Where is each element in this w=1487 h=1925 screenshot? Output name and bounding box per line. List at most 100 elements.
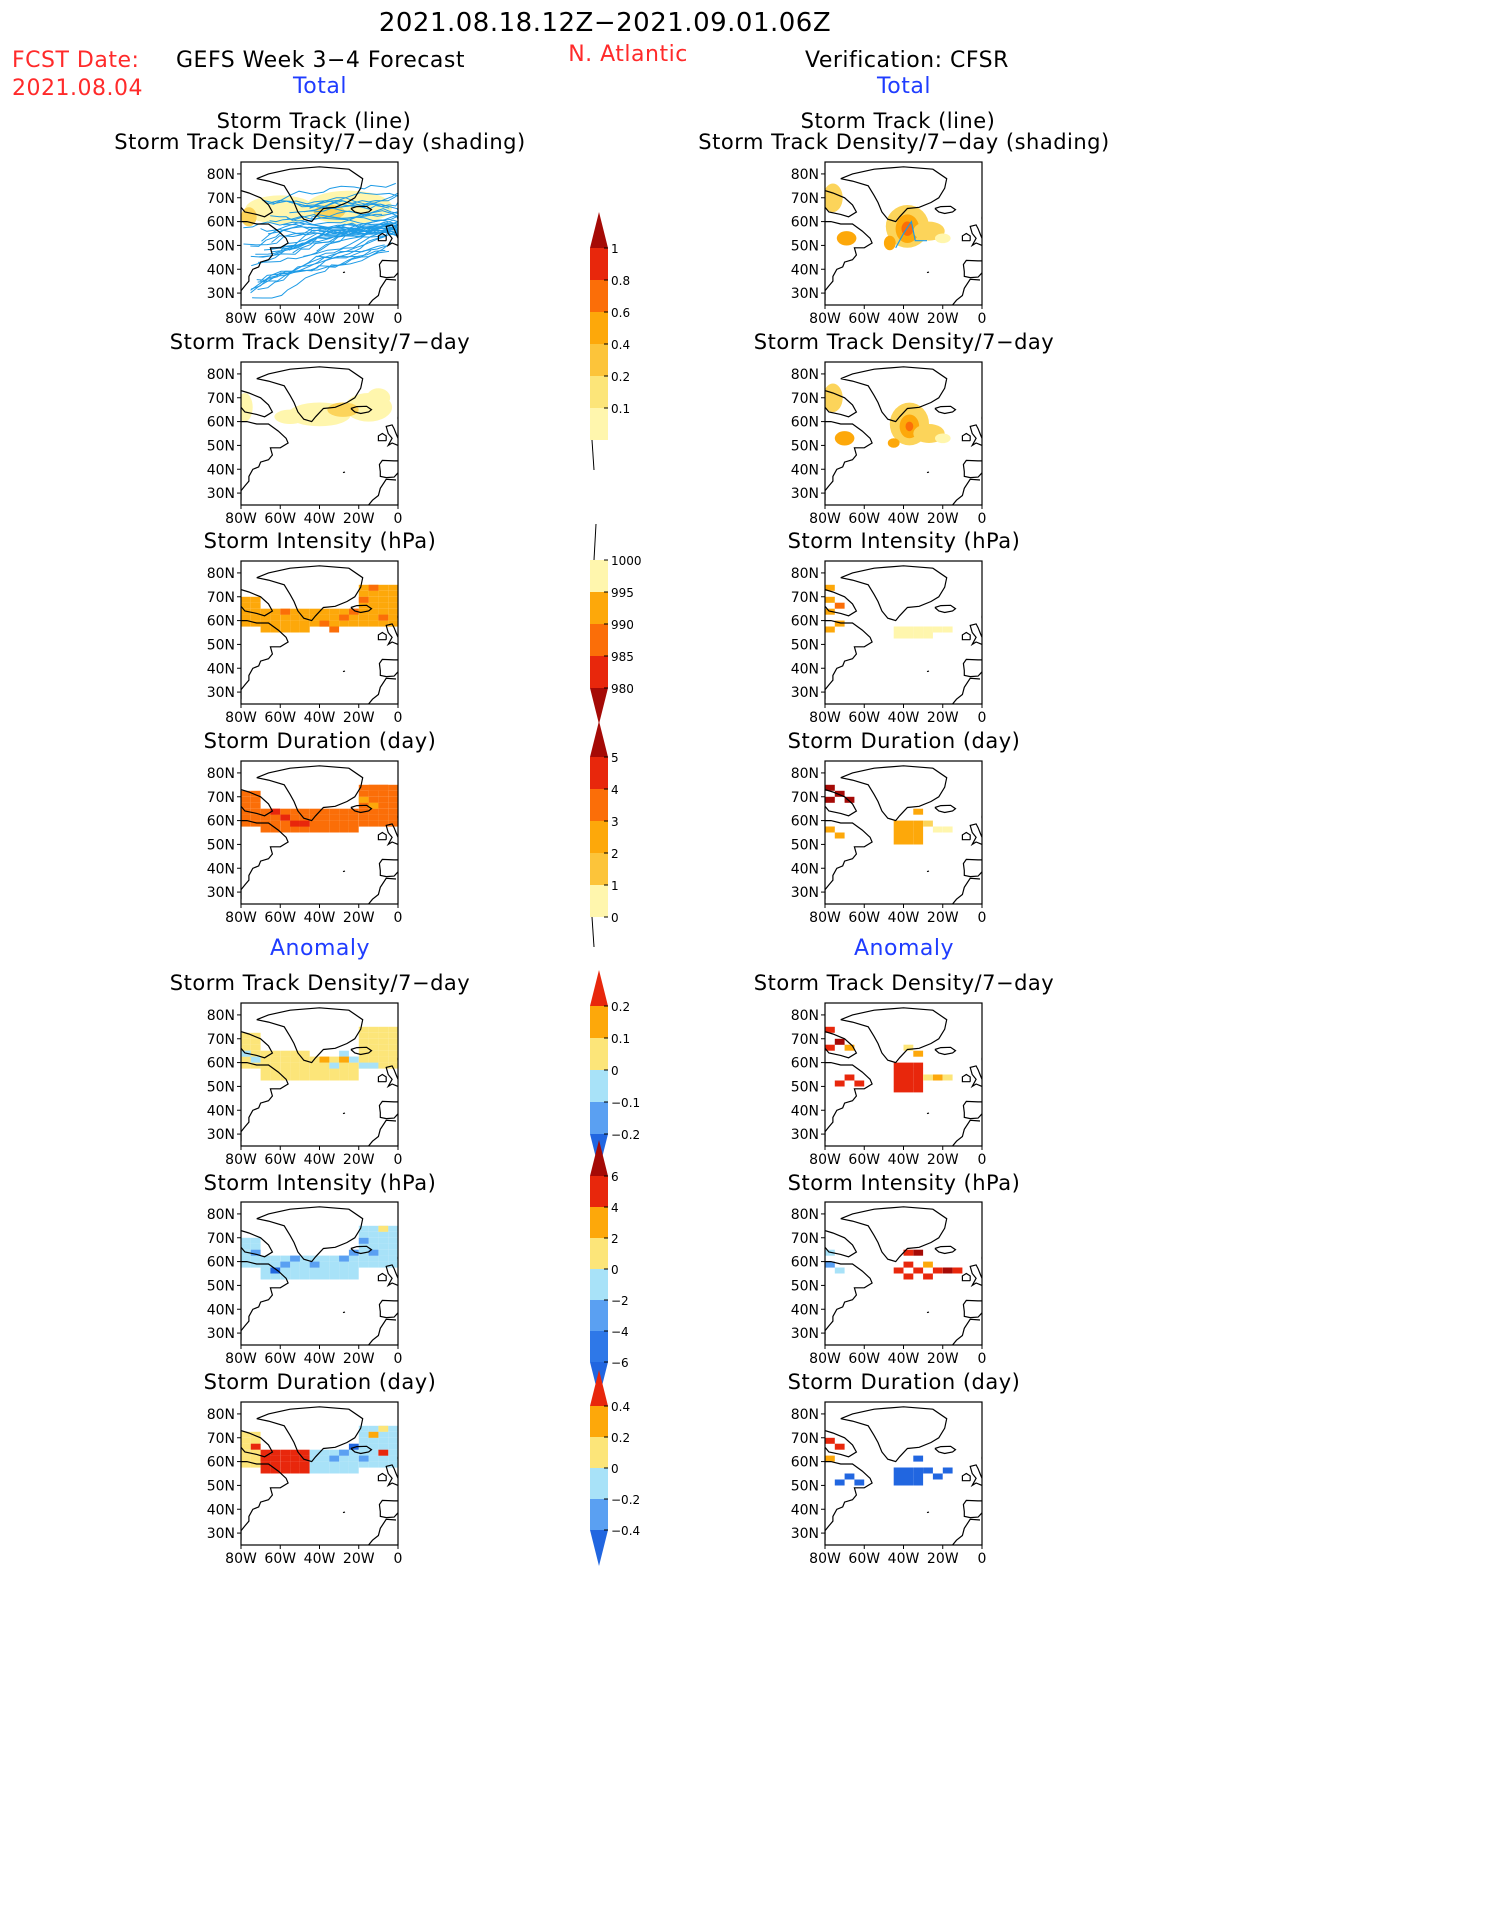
cfsr-density-anom-map-cell bbox=[893, 1086, 904, 1093]
gefs-intensity-anom-map-cell bbox=[378, 1243, 389, 1250]
gefs-duration-map-cell bbox=[299, 814, 310, 821]
cfsr-duration-anom-map-cell bbox=[903, 1467, 914, 1474]
gefs-duration-map-cell bbox=[241, 802, 251, 809]
intensity-anom-colorbar-label: −4 bbox=[611, 1325, 629, 1339]
gefs-density-anom-map-coastline-labrador bbox=[241, 1061, 289, 1142]
gefs-intensity-map-cell bbox=[368, 590, 379, 597]
gefs-intensity-anom-map-cell bbox=[378, 1249, 389, 1256]
gefs-intensity-anom-map-cell bbox=[290, 1255, 300, 1262]
gefs-intensity-map-coastline-azores bbox=[342, 670, 346, 673]
cfsr-density-anom-map-coastline-baffin bbox=[825, 1031, 858, 1059]
gefs-density-anom-map-coastline-iceland bbox=[350, 1046, 373, 1056]
gefs-intensity-map-cell bbox=[368, 608, 379, 615]
gefs-intensity-anom-map-cell bbox=[368, 1255, 379, 1262]
gefs-duration-anom-map-cell bbox=[270, 1467, 281, 1474]
gefs-density-anom-map-coastline-africa bbox=[367, 1119, 397, 1146]
right-section-total: Total bbox=[877, 74, 931, 99]
cfsr-duration-map-cell bbox=[913, 820, 924, 827]
density-anom-colorbar-band bbox=[590, 1070, 608, 1102]
density-anom-colorbar-label: −0.2 bbox=[611, 1128, 640, 1142]
gefs-density-anom-map-lat-label: 80N bbox=[207, 1008, 235, 1024]
duration-anom-colorbar-top-triangle bbox=[590, 1370, 608, 1406]
gefs-duration-anom-map-cell bbox=[280, 1455, 291, 1462]
gefs-intensity-anom-map-lat-label: 30N bbox=[207, 1326, 235, 1342]
cfsr-duration-map-cell bbox=[893, 832, 904, 839]
cfsr-duration-map-cell bbox=[903, 832, 914, 839]
gefs-intensity-anom-map-cell bbox=[368, 1231, 379, 1238]
cfsr-duration-anom-map-coastline-labrador bbox=[825, 1460, 873, 1541]
cfsr-track-map-coastline-europe bbox=[969, 224, 982, 248]
density-colorbar-label: 0.8 bbox=[611, 274, 630, 288]
gefs-duration-anom-map-lon-label: 60W bbox=[264, 1551, 296, 1567]
gefs-density-anom-map-cell bbox=[358, 1038, 369, 1045]
cfsr-density-map-blob bbox=[887, 438, 900, 448]
duration-anom-colorbar-band bbox=[590, 1437, 608, 1468]
gefs-density-map-lon-label: 40W bbox=[304, 511, 336, 527]
cfsr-duration-anom-map-lon-label: 0 bbox=[978, 1551, 987, 1567]
gefs-density-map-coastline-greenland bbox=[256, 366, 364, 423]
gefs-duration-anom-map-cell bbox=[270, 1449, 281, 1456]
left-track-shading-title: Storm Track Density/7−day (shading) bbox=[114, 130, 526, 154]
gefs-duration-anom-map-lon-label: 0 bbox=[394, 1551, 403, 1567]
cfsr-density-anom-map-cell bbox=[903, 1062, 914, 1069]
duration-colorbar-label: 4 bbox=[611, 783, 619, 797]
gefs-duration-anom-map-cell bbox=[368, 1443, 379, 1450]
gefs-intensity-map-cell bbox=[329, 608, 340, 615]
gefs-duration-map-coastline-greenland bbox=[256, 765, 364, 822]
gefs-intensity-anom-map-cell bbox=[250, 1255, 261, 1262]
gefs-duration-map-cell bbox=[378, 814, 389, 821]
gefs-intensity-anom-map-coastline-ireland bbox=[377, 1272, 387, 1282]
cfsr-density-map-coastline-azores bbox=[926, 471, 930, 474]
cfsr-density-anom-map-cell bbox=[913, 1068, 924, 1075]
cfsr-density-map-coastline-iberia bbox=[962, 459, 982, 479]
cfsr-intensity-map-coastline-iceland bbox=[934, 604, 957, 614]
cfsr-intensity-map-coastline-azores bbox=[926, 670, 930, 673]
cfsr-intensity-anom-map-lon-label: 80W bbox=[809, 1351, 841, 1367]
cfsr-track-map-lat-label: 80N bbox=[791, 167, 819, 183]
gefs-intensity-anom-map-cell bbox=[250, 1237, 261, 1244]
cfsr-density-anom-map-coastline-greenland bbox=[840, 1007, 948, 1064]
gefs-intensity-anom-map-cell bbox=[299, 1261, 310, 1268]
gefs-intensity-anom-map-svg: 80N 70N 60N 50N 40N 30N 80W 60W 40W 20W 0 bbox=[207, 1201, 402, 1367]
cfsr-intensity-anom-map-cell bbox=[942, 1267, 953, 1274]
gefs-track-map-track-line bbox=[285, 223, 398, 247]
gefs-duration-anom-map-lat-label: 70N bbox=[207, 1431, 235, 1447]
gefs-density-anom-map-cell bbox=[329, 1056, 340, 1063]
gefs-intensity-map-cell bbox=[388, 614, 398, 621]
cfsr-density-map: 80N 70N 60N 50N 40N 30N 80W 60W 40W 20W 0 bbox=[785, 358, 992, 535]
duration-colorbar-band bbox=[590, 789, 608, 821]
gefs-density-anom-map-coastline-baffin bbox=[241, 1031, 274, 1059]
gefs-density-map-coastline-iberia bbox=[378, 459, 398, 479]
gefs-intensity-map-cell bbox=[378, 590, 389, 597]
gefs-duration-anom-map-cell bbox=[290, 1455, 300, 1462]
cfsr-track-map-lat-label: 60N bbox=[791, 215, 819, 231]
left-density-title: Storm Track Density/7−day bbox=[169, 330, 471, 354]
gefs-track-map-svg: 80N 70N 60N 50N 40N 30N 80W 60W 40W 20W 0 bbox=[207, 161, 402, 327]
gefs-duration-map-cell bbox=[290, 820, 300, 827]
cfsr-density-anom-map-cell bbox=[923, 1074, 933, 1081]
fcst-date: 2021.08.04 bbox=[12, 76, 143, 101]
intensity-anom-colorbar-label: 2 bbox=[611, 1232, 619, 1246]
left-track-line-title: Storm Track (line) bbox=[216, 109, 412, 133]
cfsr-density-anom-map-cell bbox=[913, 1080, 924, 1087]
gefs-duration-anom-map-cell bbox=[270, 1461, 281, 1468]
gefs-intensity-map-cell bbox=[358, 596, 369, 603]
left-intensity-anom-title: Storm Intensity (hPa) bbox=[203, 1171, 437, 1195]
cfsr-duration-anom-map-coastline-ireland bbox=[961, 1472, 971, 1482]
gefs-intensity-anom-map-coastline-iceland bbox=[350, 1245, 373, 1255]
gefs-intensity-map-cell bbox=[309, 620, 320, 627]
duration-colorbar-tail bbox=[591, 916, 595, 948]
cfsr-duration-map-cell bbox=[893, 826, 904, 833]
gefs-intensity-map-cell bbox=[299, 626, 310, 633]
gefs-duration-anom-map-cell bbox=[319, 1449, 330, 1456]
left-section-anomaly: Anomaly bbox=[270, 936, 370, 961]
duration-anom-colorbar-band bbox=[590, 1468, 608, 1499]
gefs-duration-map-cell bbox=[378, 790, 389, 797]
left-duration-anom-title: Storm Duration (day) bbox=[203, 1370, 437, 1394]
cfsr-duration-map-lon-label: 20W bbox=[927, 910, 959, 926]
gefs-intensity-map-cell bbox=[388, 590, 398, 597]
gefs-density-map-coastline-baffin bbox=[241, 390, 274, 418]
gefs-density-anom-map-cell bbox=[348, 1062, 359, 1069]
duration-colorbar: 5 4 3 2 1 0 bbox=[585, 717, 655, 961]
gefs-density-anom-map-cell bbox=[378, 1056, 389, 1063]
